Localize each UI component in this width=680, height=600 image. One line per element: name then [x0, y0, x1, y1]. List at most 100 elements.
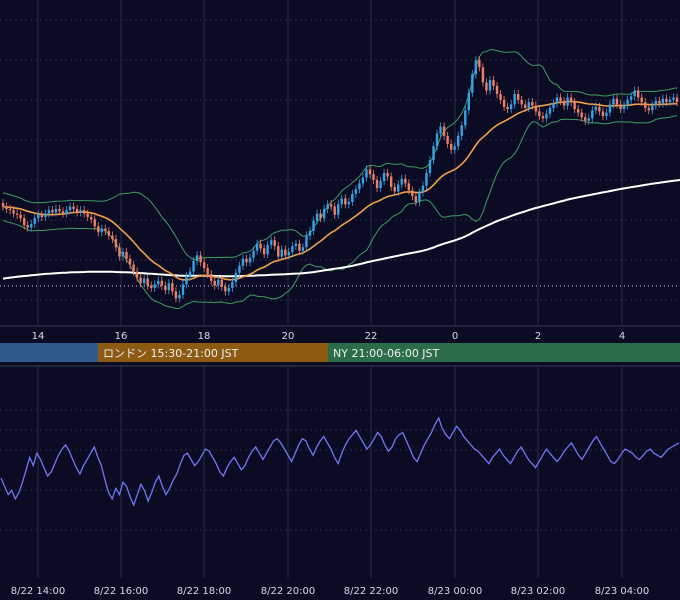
candle-body: [527, 102, 530, 108]
candle-body: [393, 186, 396, 192]
candle-body: [647, 107, 650, 111]
session-bar: ロンドン 15:30-21:00 JST NY 21:00-06:00 JST: [0, 343, 680, 362]
candle-body: [439, 126, 442, 134]
main-x-tick-label: 2: [535, 331, 541, 342]
main-x-tick-label: 14: [32, 331, 45, 342]
candle-body: [37, 214, 40, 219]
candle-body: [8, 208, 12, 211]
main-x-tick-label: 16: [115, 331, 128, 342]
candle-body: [517, 94, 520, 100]
candle-body: [33, 218, 36, 225]
candle-body: [661, 98, 665, 104]
candle-body: [79, 210, 82, 213]
candle-body: [386, 172, 389, 177]
candle-body: [432, 146, 435, 161]
candle-body: [675, 97, 679, 103]
candle-body: [389, 176, 393, 187]
candle-body: [654, 100, 658, 106]
candle-body: [442, 126, 446, 136]
candle-body: [636, 90, 640, 98]
candle-body: [326, 204, 329, 209]
candle-body: [238, 265, 241, 273]
candle-body: [372, 174, 375, 180]
candle-body: [368, 169, 372, 175]
session-segment: [98, 343, 328, 362]
candle-body: [340, 198, 343, 205]
main-x-tick-label: 20: [282, 331, 295, 342]
main-x-tick-label: 18: [198, 331, 211, 342]
candle-body: [361, 177, 365, 184]
candle-body: [294, 243, 298, 247]
candle-body: [5, 206, 8, 209]
candle-body: [245, 258, 248, 263]
candle-body: [259, 243, 262, 249]
candle-body: [40, 214, 44, 218]
candle-body: [481, 67, 485, 83]
candle-body: [418, 192, 421, 202]
candle-body: [478, 60, 481, 68]
osc-x-tick-label: 8/23 04:00: [595, 586, 649, 597]
osc-x-tick-label: 8/23 00:00: [428, 586, 482, 597]
candle-body: [651, 105, 654, 111]
candle-body: [573, 102, 576, 110]
candle-body: [534, 105, 538, 112]
candle-body: [22, 218, 26, 226]
candle-body: [93, 219, 96, 227]
candle-body: [404, 178, 407, 184]
candle-body: [545, 113, 548, 119]
candle-body: [217, 279, 220, 286]
candle-body: [171, 283, 174, 292]
candle-body: [453, 146, 456, 150]
main-x-tick-label: 22: [365, 331, 378, 342]
candle-body: [580, 112, 583, 118]
candle-body: [181, 284, 185, 295]
osc-x-tick-label: 8/22 22:00: [344, 586, 398, 597]
candle-body: [68, 206, 72, 211]
osc-x-tick-label: 8/23 02:00: [511, 586, 565, 597]
candle-body: [255, 243, 259, 251]
candle-body: [75, 208, 79, 213]
candle-body: [449, 143, 453, 150]
candle-body: [322, 208, 326, 219]
candle-body: [552, 103, 555, 108]
candle-body: [125, 251, 128, 259]
candle-body: [58, 208, 61, 212]
candle-body: [12, 210, 15, 214]
bollinger-lower: [2, 115, 678, 310]
osc-x-tick-label: 8/22 16:00: [94, 586, 148, 597]
candle-body: [622, 105, 626, 110]
candle-body: [626, 99, 629, 106]
candle-body: [298, 243, 301, 251]
candle-body: [167, 283, 171, 291]
candle-body: [142, 278, 146, 284]
candle-body: [44, 213, 47, 218]
candle-body: [248, 257, 252, 263]
candle-body: [174, 291, 178, 299]
candle-body: [531, 102, 534, 106]
candle-body: [1, 203, 5, 207]
candle-body: [90, 217, 93, 220]
candle-body: [499, 94, 502, 100]
candle-body: [164, 285, 167, 291]
candle-body: [524, 104, 527, 108]
candle-body: [51, 210, 54, 213]
candle-body: [584, 117, 587, 121]
candle-body: [305, 235, 308, 248]
candle-body: [347, 201, 351, 205]
candle-body: [492, 80, 495, 86]
candle-body: [365, 169, 368, 178]
candle-body: [502, 99, 506, 107]
session-label: NY 21:00-06:00 JST: [333, 347, 440, 360]
session-label: ロンドン 15:30-21:00 JST: [103, 347, 239, 360]
candle-body: [202, 262, 206, 269]
candle-body: [506, 106, 509, 110]
candle-body: [587, 118, 590, 121]
candle-body: [407, 183, 411, 191]
candle-body: [467, 92, 471, 111]
candle-body: [351, 193, 354, 202]
oscillator-line: [0, 416, 680, 507]
candle-body: [192, 261, 195, 272]
candle-body: [601, 111, 605, 117]
candle-body: [262, 248, 266, 255]
